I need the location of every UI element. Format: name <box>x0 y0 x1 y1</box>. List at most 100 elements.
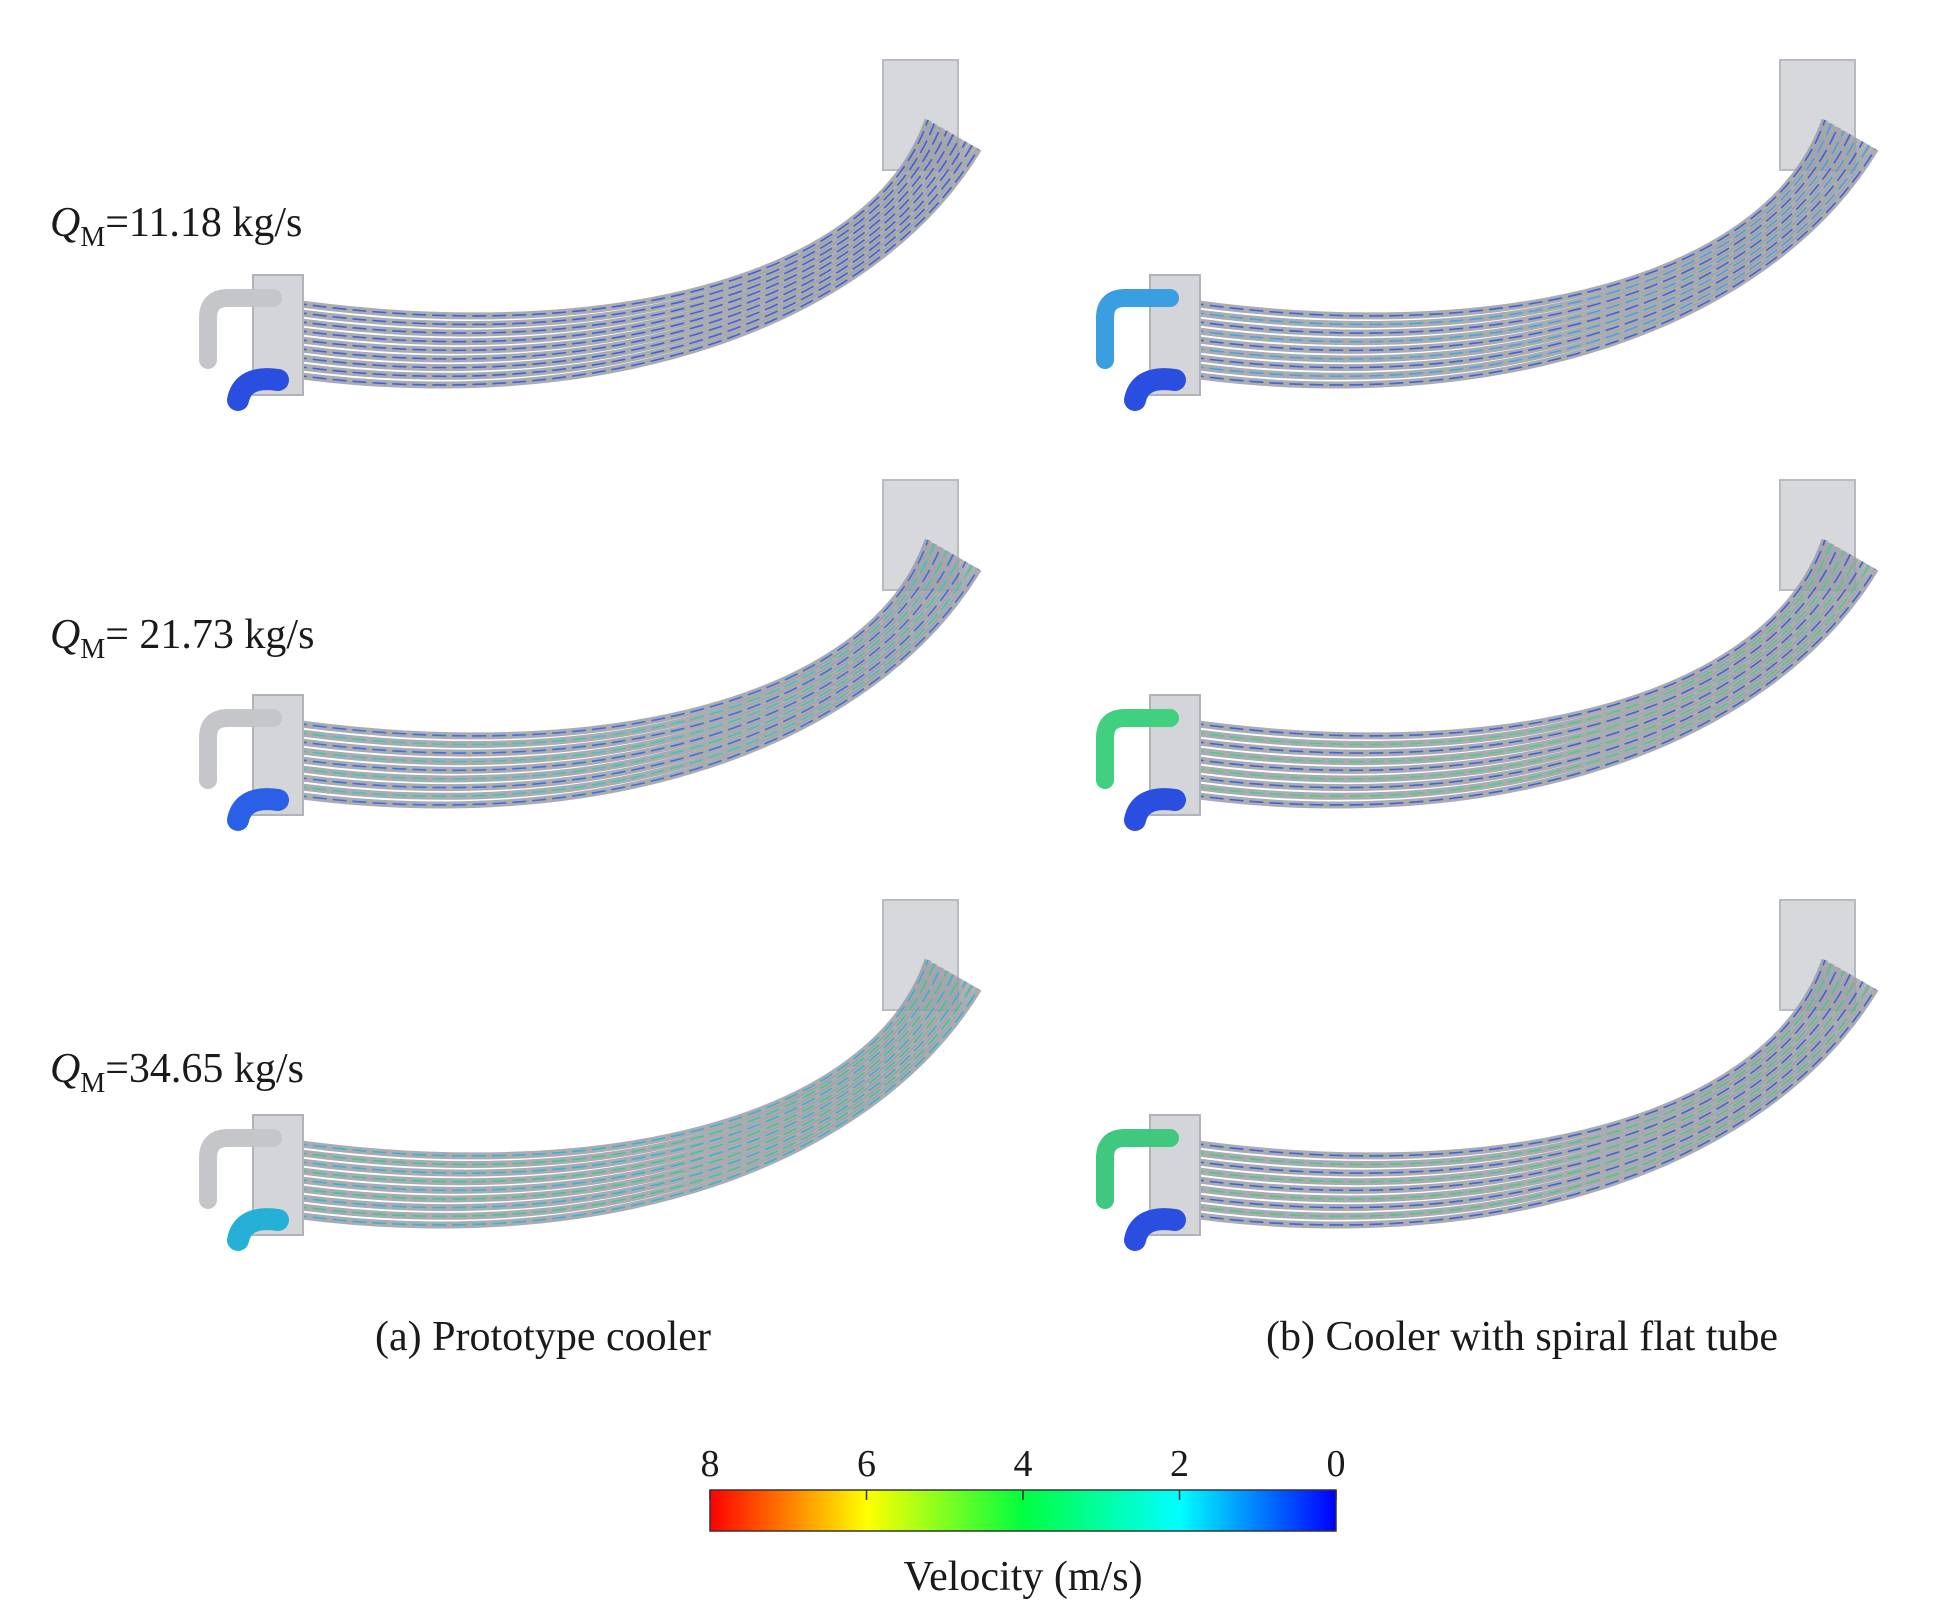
row-label: QM=34.65 kg/s <box>50 1046 304 1099</box>
cooler-render <box>199 59 982 411</box>
streamline <box>272 123 936 326</box>
inlet-hook <box>1096 1129 1179 1209</box>
outlet <box>227 1208 289 1251</box>
streamline <box>1169 561 1864 789</box>
tube <box>1169 542 1835 748</box>
streamline <box>272 984 973 1218</box>
tube <box>272 976 963 1203</box>
tube <box>272 962 938 1168</box>
row-label-symbol: Q <box>50 200 80 246</box>
streamline <box>1169 130 1845 343</box>
inlet-hook <box>199 1129 282 1209</box>
cooler-render <box>199 899 982 1251</box>
streamline <box>272 970 948 1183</box>
row-label-text: =34.65 kg/s <box>105 1046 304 1092</box>
caption-a: (a) Prototype cooler <box>375 1314 711 1360</box>
outlet <box>227 788 289 831</box>
cooler-render <box>199 479 982 831</box>
colorbar-tick-label: 6 <box>857 1443 876 1485</box>
streamline <box>272 554 954 772</box>
colorbar-tick-label: 0 <box>1327 1443 1346 1485</box>
inlet-hook <box>1096 289 1179 369</box>
outlet <box>1124 1208 1186 1251</box>
streamline <box>1169 988 1877 1226</box>
streamline <box>1169 119 1826 317</box>
streamline <box>1169 539 1826 737</box>
streamline <box>1169 148 1877 386</box>
row-label-symbol: Q <box>50 1046 80 1092</box>
tube <box>1169 556 1860 783</box>
streamline <box>1169 984 1870 1218</box>
streamline <box>272 539 929 737</box>
colorbar-tick-label: 8 <box>701 1443 720 1485</box>
tube <box>272 556 963 783</box>
tube <box>1169 136 1860 363</box>
streamline <box>1169 564 1870 798</box>
streamline <box>1169 550 1845 763</box>
row-label-subscript: M <box>80 1068 105 1099</box>
streamline <box>272 568 980 806</box>
outlet <box>1124 788 1186 831</box>
colorbar: Velocity (m/s) 8 6 4 2 0 <box>701 1443 1346 1600</box>
streamline <box>272 988 980 1226</box>
outlet <box>227 368 289 411</box>
streamline <box>1169 134 1851 352</box>
streamline <box>272 543 936 746</box>
streamline <box>272 546 942 754</box>
cooler-render <box>1096 479 1879 831</box>
streamline <box>272 966 942 1174</box>
streamline <box>1169 568 1877 806</box>
streamline <box>272 564 973 798</box>
row-label-text: = 21.73 kg/s <box>105 612 314 658</box>
row-labels: QM=11.18 kg/sQM= 21.73 kg/sQM=34.65 kg/s <box>50 200 314 1099</box>
outlet <box>1124 368 1186 411</box>
tube <box>1169 122 1835 328</box>
streamline <box>1169 966 1839 1174</box>
streamline <box>272 981 967 1209</box>
streamline <box>1169 126 1839 334</box>
tube <box>272 136 963 363</box>
row-label-symbol: Q <box>50 612 80 658</box>
inlet-hook <box>1096 709 1179 789</box>
streamline <box>272 119 929 317</box>
streamline <box>272 126 942 334</box>
colorbar-tick-label: 2 <box>1170 1443 1189 1485</box>
streamline <box>1169 963 1833 1166</box>
streamline <box>272 561 967 789</box>
streamline <box>1169 554 1851 772</box>
streamline <box>272 963 936 1166</box>
row-label-subscript: M <box>80 222 105 253</box>
colorbar-tick-label: 4 <box>1014 1443 1033 1485</box>
inlet-hook <box>199 709 282 789</box>
cooler-render <box>1096 59 1879 411</box>
streamline <box>1169 123 1833 326</box>
streamline <box>1169 959 1826 1157</box>
streamline <box>272 144 973 378</box>
streamline <box>1169 974 1851 1192</box>
streamline <box>272 959 929 1157</box>
row-label: QM= 21.73 kg/s <box>50 612 314 665</box>
panels <box>199 59 1879 1251</box>
streamline <box>1169 144 1870 378</box>
streamline <box>1169 543 1833 746</box>
streamline <box>1169 141 1864 369</box>
tube <box>272 542 938 748</box>
row-label-subscript: M <box>80 634 105 665</box>
tube <box>1169 976 1860 1203</box>
streamline <box>272 141 967 369</box>
streamline <box>272 134 954 352</box>
streamline <box>1169 970 1845 1183</box>
streamline <box>272 974 954 1192</box>
streamline <box>272 550 948 763</box>
streamline <box>1169 981 1864 1209</box>
row-label: QM=11.18 kg/s <box>50 200 302 253</box>
tube <box>1169 962 1835 1168</box>
streamline <box>1169 546 1839 754</box>
tube <box>272 122 938 328</box>
caption-b: (b) Cooler with spiral flat tube <box>1266 1314 1778 1360</box>
inlet-hook <box>199 289 282 369</box>
colorbar-label: Velocity (m/s) <box>903 1554 1142 1600</box>
streamline <box>272 148 980 386</box>
row-label-text: =11.18 kg/s <box>105 200 302 246</box>
